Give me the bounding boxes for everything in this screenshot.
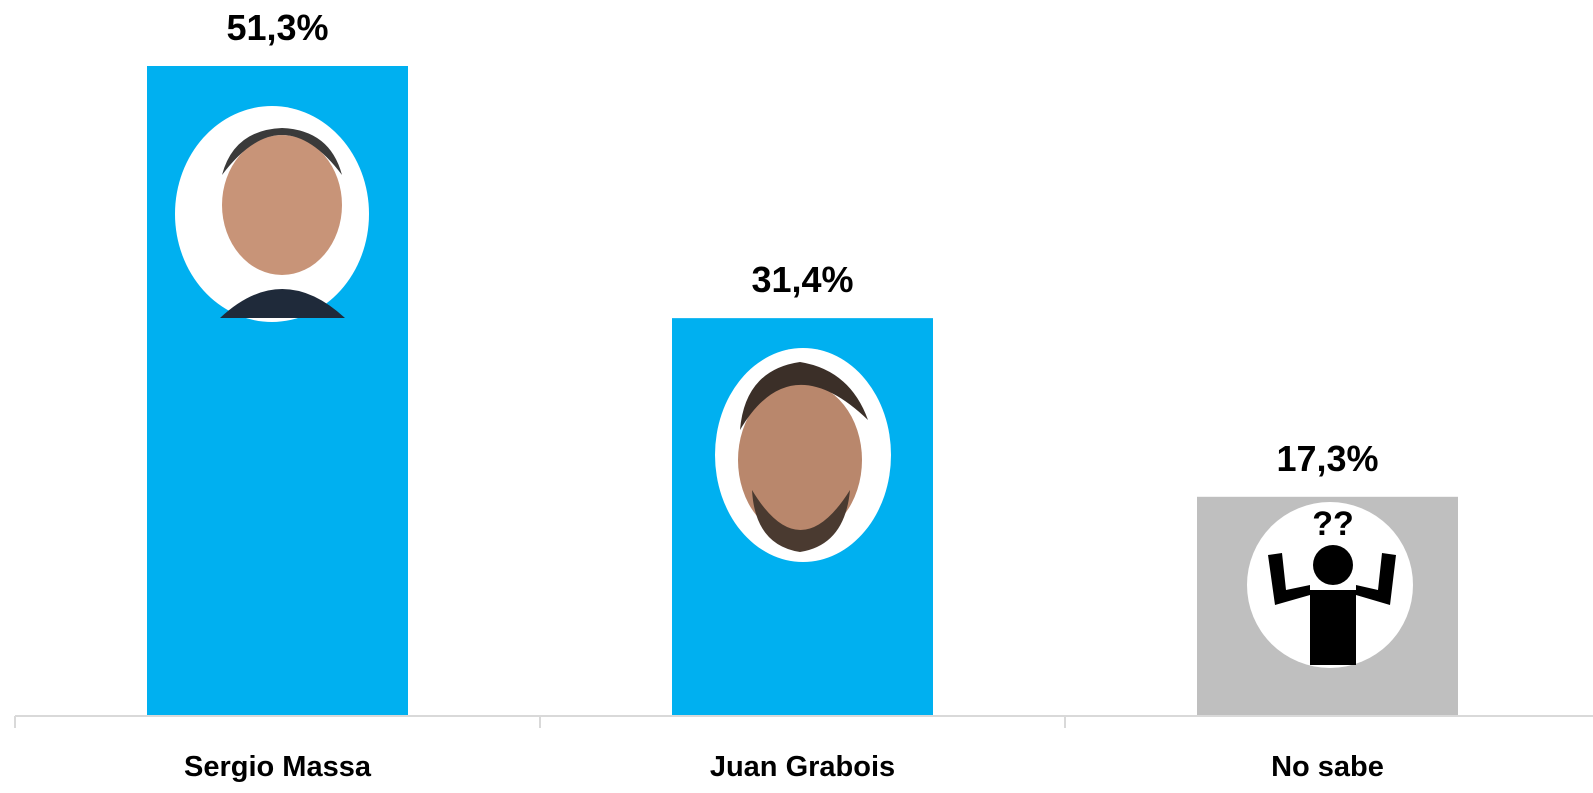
x-tick-label: No sabe: [1271, 751, 1384, 783]
photo: [175, 106, 369, 322]
x-tick-label: Sergio Massa: [184, 751, 372, 783]
page: ?? 51,3% Sergio Massa 31,4% Juan Grabois 17,…: [0, 0, 1593, 793]
value-label: 51,3%: [226, 7, 328, 48]
photo: [715, 348, 891, 562]
x-tick-label: Juan Grabois: [710, 751, 895, 783]
icon: ??: [1247, 502, 1413, 668]
value-label: 31,4%: [751, 259, 853, 300]
svg-text:??: ??: [1312, 505, 1354, 543]
value-label: 17,3%: [1276, 438, 1378, 479]
chart: ?? 51,3% Sergio Massa 31,4% Juan Grabois 17,…: [0, 0, 1593, 793]
